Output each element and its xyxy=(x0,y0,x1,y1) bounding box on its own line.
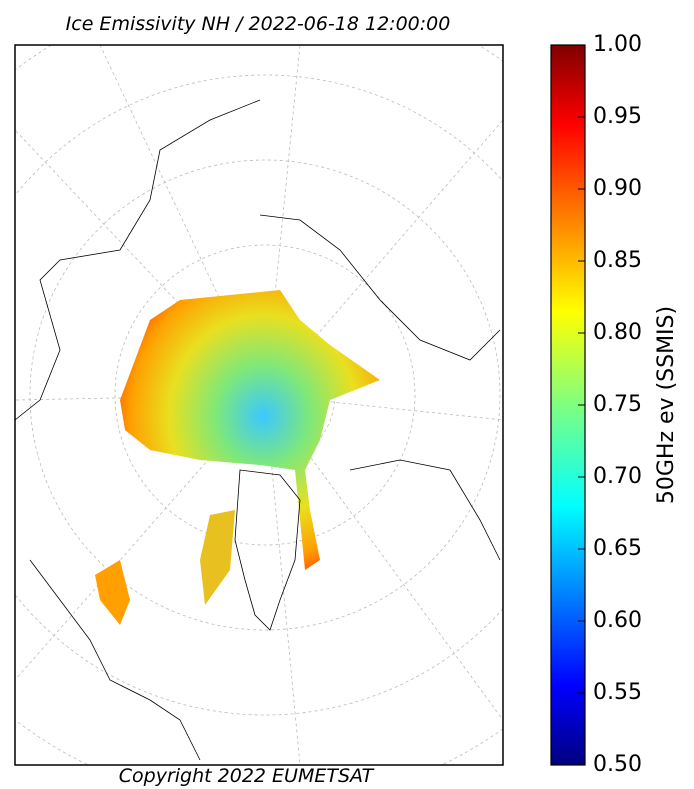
tick-label: 0.95 xyxy=(593,104,642,129)
sea-ice xyxy=(95,560,130,625)
sea-ice xyxy=(200,510,235,605)
tick-label: 0.80 xyxy=(593,320,642,345)
greenland xyxy=(234,469,301,631)
tick-label: 0.90 xyxy=(593,176,642,201)
map-title: Ice Emissivity NH / 2022-06-18 12:00:00 xyxy=(66,13,451,35)
tick-label: 0.75 xyxy=(593,392,642,417)
tick-label: 0.50 xyxy=(593,752,642,777)
map xyxy=(15,45,503,765)
coastline xyxy=(15,99,501,761)
tick-label: 0.70 xyxy=(593,464,642,489)
tick-label: 0.55 xyxy=(593,680,642,705)
copyright: Copyright 2022 EUMETSAT xyxy=(119,765,375,787)
tick-label: 1.00 xyxy=(593,32,642,57)
tick-label: 0.65 xyxy=(593,536,642,561)
tick-label: 0.60 xyxy=(593,608,642,633)
sea-ice xyxy=(120,290,380,570)
tick-label: 0.85 xyxy=(593,248,642,273)
map-frame xyxy=(14,44,504,766)
colorbar-label: 50GHz ev (SSMIS) xyxy=(654,306,679,504)
